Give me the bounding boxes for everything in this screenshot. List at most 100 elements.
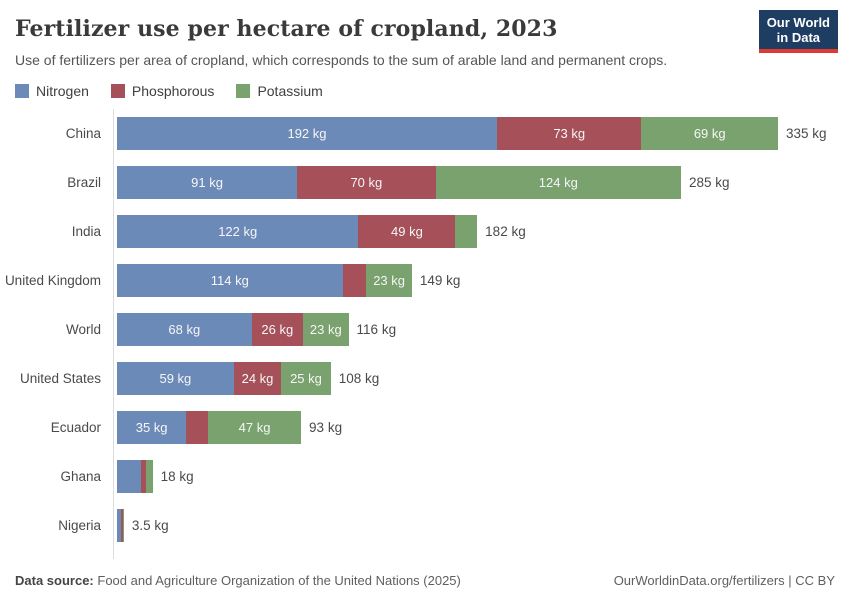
segment-value-label: 59 kg	[159, 371, 192, 386]
category-label: China	[65, 126, 101, 141]
segment-value-label: 49 kg	[391, 224, 423, 239]
segment-value-label: 192 kg	[287, 126, 327, 141]
bar-track: 114 kg 23 kg 149 kg	[117, 264, 460, 297]
bar-track: 192 kg 73 kg 69 kg 335 kg	[117, 117, 827, 150]
bar-row: World 68 kg 26 kg 23 kg 116 kg	[0, 305, 850, 354]
legend: Nitrogen Phosphorous Potassium	[15, 83, 835, 99]
legend-item-potassium[interactable]: Potassium	[236, 83, 323, 99]
phosphorous-swatch	[110, 84, 125, 98]
bar-segment-potassium[interactable]	[455, 215, 478, 248]
bar-segment-potassium[interactable]: 47 kg	[208, 411, 302, 444]
potassium-swatch	[236, 84, 251, 98]
segment-value-label: 35 kg	[135, 420, 168, 435]
segment-value-label: 25 kg	[290, 371, 322, 386]
chart-header: Fertilizer use per hectare of cropland, …	[0, 0, 850, 99]
bar-segment-potassium[interactable]	[122, 509, 124, 542]
segment-value-label: 68 kg	[168, 322, 201, 337]
legend-label: Phosphorous	[131, 83, 215, 99]
segment-value-label: 114 kg	[210, 273, 249, 288]
bar-track: 122 kg 49 kg 182 kg	[117, 215, 526, 248]
bar-segment-phosphorous[interactable]	[186, 411, 209, 444]
bar-segment-nitrogen[interactable]	[117, 509, 122, 542]
legend-label: Potassium	[257, 83, 323, 99]
legend-label: Nitrogen	[36, 83, 89, 99]
total-label: 182 kg	[485, 224, 526, 239]
data-source: Data source: Food and Agriculture Organi…	[15, 573, 461, 588]
bar-segment-nitrogen[interactable]	[117, 460, 141, 493]
segment-value-label: 122 kg	[218, 224, 258, 239]
bar-segment-phosphorous[interactable]: 26 kg	[251, 313, 304, 346]
segment-value-label: 70 kg	[350, 175, 383, 190]
bar-segment-nitrogen[interactable]: 68 kg	[117, 313, 252, 346]
bar-segment-nitrogen[interactable]: 35 kg	[117, 411, 187, 444]
total-label: 116 kg	[356, 322, 397, 337]
total-label: 18 kg	[160, 469, 194, 484]
bar-segment-nitrogen[interactable]: 91 kg	[117, 166, 298, 199]
owid-logo[interactable]: Our World in Data	[758, 10, 838, 53]
bar-segment-potassium[interactable]: 25 kg	[281, 362, 331, 395]
bar-row: Ghana 18 kg	[0, 452, 850, 501]
bar-track: 18 kg	[117, 460, 194, 493]
bar-row: China 192 kg 73 kg 69 kg 335 kg	[0, 109, 850, 158]
bar-track: 3.5 kg	[117, 509, 169, 542]
bar-row: Nigeria 3.5 kg	[0, 501, 850, 550]
total-label: 335 kg	[786, 126, 827, 141]
total-label: 285 kg	[689, 175, 730, 190]
chart-footer: Data source: Food and Agriculture Organi…	[0, 573, 850, 588]
data-source-text: Food and Agriculture Organization of the…	[97, 573, 461, 588]
page-title: Fertilizer use per hectare of cropland, …	[15, 16, 558, 42]
category-label: United Kingdom	[4, 273, 101, 288]
legend-item-nitrogen[interactable]: Nitrogen	[15, 83, 89, 99]
total-label: 108 kg	[338, 371, 380, 386]
category-label: United States	[19, 371, 101, 386]
segment-value-label: 124 kg	[538, 175, 578, 190]
bar-segment-potassium[interactable]: 69 kg	[641, 117, 778, 150]
segment-value-label: 91 kg	[191, 175, 223, 190]
bar-row: Ecuador 35 kg 47 kg 93 kg	[0, 403, 850, 452]
bar-segment-phosphorous[interactable]	[140, 460, 146, 493]
bar-segment-nitrogen[interactable]: 114 kg	[117, 264, 343, 297]
bar-segment-phosphorous[interactable]: 49 kg	[358, 215, 456, 248]
segment-value-label: 47 kg	[238, 420, 271, 435]
axis-line	[113, 109, 114, 559]
bar-segment-potassium[interactable]	[145, 460, 153, 493]
owid-logo-line2: in Data	[776, 30, 821, 45]
bar-segment-potassium[interactable]: 23 kg	[303, 313, 349, 346]
bar-segment-potassium[interactable]: 23 kg	[366, 264, 412, 297]
category-label: Nigeria	[58, 518, 101, 533]
bar-segment-nitrogen[interactable]: 122 kg	[117, 215, 359, 248]
segment-value-label: 69 kg	[693, 126, 726, 141]
legend-item-phosphorous[interactable]: Phosphorous	[110, 83, 215, 99]
bar-row: United States 59 kg 24 kg 25 kg 108 kg	[0, 354, 850, 403]
bar-segment-potassium[interactable]: 124 kg	[435, 166, 682, 199]
bar-segment-phosphorous[interactable]	[342, 264, 367, 297]
bar-track: 59 kg 24 kg 25 kg 108 kg	[117, 362, 379, 395]
segment-value-label: 73 kg	[553, 126, 586, 141]
owid-logo-line1: Our World	[766, 15, 830, 30]
bar-row: India 122 kg 49 kg 182 kg	[0, 207, 850, 256]
segment-value-label: 23 kg	[373, 273, 405, 288]
bar-segment-nitrogen[interactable]: 59 kg	[117, 362, 234, 395]
category-label: Ecuador	[50, 420, 101, 435]
total-label: 93 kg	[309, 420, 343, 435]
bar-chart: China 192 kg 73 kg 69 kg 335 kg Brazil 91 kg 70…	[0, 109, 850, 559]
bar-row: Brazil 91 kg 70 kg 124 kg 285 kg	[0, 158, 850, 207]
bar-track: 68 kg 26 kg 23 kg 116 kg	[117, 313, 396, 346]
data-source-label: Data source:	[15, 573, 94, 588]
bar-segment-nitrogen[interactable]: 192 kg	[117, 117, 497, 150]
segment-value-label: 23 kg	[309, 322, 342, 337]
bar-segment-phosphorous[interactable]: 70 kg	[297, 166, 436, 199]
category-label: Brazil	[67, 175, 101, 190]
bar-row: United Kingdom 114 kg 23 kg 149 kg	[0, 256, 850, 305]
total-label: 3.5 kg	[131, 518, 169, 533]
chart-subtitle: Use of fertilizers per area of cropland,…	[15, 52, 668, 68]
bar-segment-phosphorous[interactable]: 24 kg	[233, 362, 282, 395]
attribution-link[interactable]: OurWorldinData.org/fertilizers | CC BY	[613, 573, 835, 588]
segment-value-label: 26 kg	[261, 322, 294, 337]
category-label: Ghana	[60, 469, 101, 484]
bar-segment-phosphorous[interactable]	[121, 509, 123, 542]
bar-segment-phosphorous[interactable]: 73 kg	[496, 117, 642, 150]
category-label: World	[65, 322, 101, 337]
segment-value-label: 24 kg	[241, 371, 274, 386]
